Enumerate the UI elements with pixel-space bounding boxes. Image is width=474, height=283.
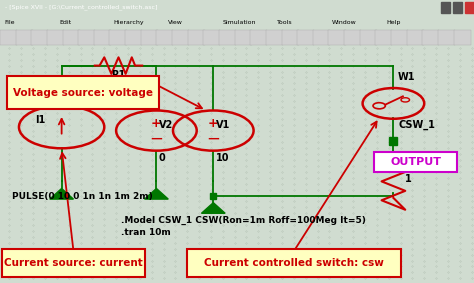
Polygon shape [50,188,73,199]
Bar [465,2,474,13]
Text: 1: 1 [405,174,412,184]
Text: .Model CSW_1 CSW(Ron=1m Roff=100Meg It=5): .Model CSW_1 CSW(Ron=1m Roff=100Meg It=5… [121,216,366,225]
Bar [441,2,450,13]
FancyBboxPatch shape [250,30,267,45]
FancyBboxPatch shape [94,30,111,45]
FancyBboxPatch shape [328,30,346,45]
FancyBboxPatch shape [125,30,142,45]
Text: File: File [5,20,15,25]
Polygon shape [201,203,225,213]
FancyBboxPatch shape [63,30,80,45]
Text: Edit: Edit [59,20,72,25]
FancyBboxPatch shape [7,76,159,109]
FancyBboxPatch shape [313,30,330,45]
FancyBboxPatch shape [391,30,408,45]
Text: R1: R1 [111,70,126,80]
FancyBboxPatch shape [78,30,95,45]
FancyBboxPatch shape [282,30,299,45]
Text: +: + [151,117,162,130]
Text: 0: 0 [159,153,165,163]
FancyBboxPatch shape [47,30,64,45]
FancyBboxPatch shape [109,30,127,45]
FancyBboxPatch shape [374,152,457,172]
Text: View: View [168,20,183,25]
FancyBboxPatch shape [16,30,33,45]
FancyBboxPatch shape [141,30,158,45]
FancyBboxPatch shape [2,249,145,277]
Text: 10: 10 [216,153,229,163]
FancyBboxPatch shape [203,30,220,45]
FancyBboxPatch shape [422,30,439,45]
Text: −: − [206,130,220,148]
Text: Window: Window [332,20,356,25]
Text: V2: V2 [159,120,173,130]
FancyBboxPatch shape [188,30,205,45]
Text: - [Spice XVII - [G:\Current_controlled_switch.asc]: - [Spice XVII - [G:\Current_controlled_s… [5,5,157,10]
Text: V1: V1 [216,120,230,130]
FancyBboxPatch shape [156,30,173,45]
Text: Hierarchy: Hierarchy [114,20,145,25]
Text: Current source: current: Current source: current [4,258,143,268]
FancyBboxPatch shape [407,30,424,45]
Text: Simulation: Simulation [223,20,256,25]
Text: 1: 1 [114,87,120,97]
FancyBboxPatch shape [0,30,17,45]
Polygon shape [145,188,168,199]
Text: Voltage source: voltage: Voltage source: voltage [13,88,153,98]
Text: Current controlled switch: csw: Current controlled switch: csw [204,258,384,268]
FancyBboxPatch shape [266,30,283,45]
Text: Help: Help [386,20,401,25]
Text: W1: W1 [398,72,416,82]
FancyBboxPatch shape [187,249,401,277]
FancyBboxPatch shape [375,30,392,45]
FancyBboxPatch shape [438,30,455,45]
FancyBboxPatch shape [297,30,314,45]
Text: PULSE(0 10 0 1n 1n 1m 2m): PULSE(0 10 0 1n 1n 1m 2m) [12,192,153,201]
FancyBboxPatch shape [235,30,252,45]
FancyBboxPatch shape [360,30,377,45]
Text: I1: I1 [36,115,46,125]
FancyBboxPatch shape [172,30,189,45]
FancyBboxPatch shape [219,30,236,45]
FancyBboxPatch shape [344,30,361,45]
Text: −: − [149,130,164,148]
Text: R2: R2 [405,155,419,165]
Text: OUTPUT: OUTPUT [391,157,441,167]
Text: +: + [208,117,219,130]
Text: CSW_1: CSW_1 [398,119,435,130]
Text: .tran 10m: .tran 10m [121,228,171,237]
FancyBboxPatch shape [454,30,471,45]
Bar [453,2,462,13]
Text: Tools: Tools [277,20,293,25]
FancyBboxPatch shape [31,30,48,45]
